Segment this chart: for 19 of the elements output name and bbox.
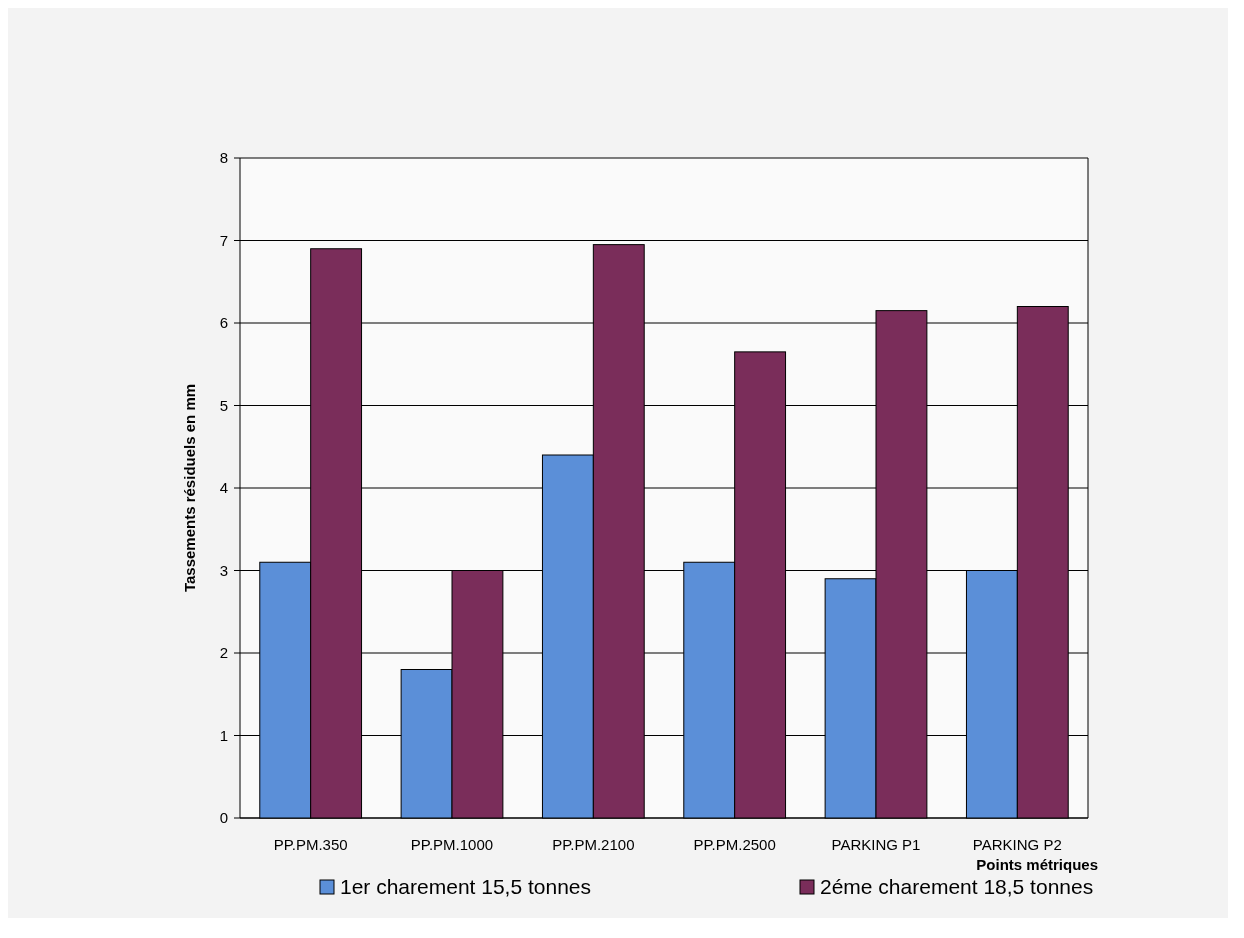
x-tick-label: PP.PM.1000 xyxy=(410,836,494,853)
y-tick-label: 0 xyxy=(219,809,228,827)
x-tick-label: PP.PM.350 xyxy=(273,836,348,853)
x-tick-label: PP.PM.2100 xyxy=(552,836,635,853)
x-tick-label: PARKING P1 xyxy=(831,836,921,853)
y-tick-label: 2 xyxy=(219,644,228,662)
y-tick-label: 5 xyxy=(219,396,228,414)
x-axis-title: Points métriques xyxy=(976,856,1098,873)
y-tick-label: 8 xyxy=(219,149,228,167)
y-tick-label: 7 xyxy=(219,231,228,249)
y-tick-label: 1 xyxy=(219,726,228,744)
y-tick-label: 4 xyxy=(219,479,228,497)
legend-label: 1er charement 15,5 tonnes xyxy=(340,875,591,898)
y-tick-label: 6 xyxy=(219,314,228,332)
y-tick-label: 3 xyxy=(219,561,228,579)
legend-label: 2éme charement 18,5 tonnes xyxy=(820,875,1094,898)
x-tick-label: PP.PM.2500 xyxy=(693,836,776,853)
y-axis-title: Tassements résiduels en mm xyxy=(181,383,198,593)
x-tick-label: PARKING P2 xyxy=(972,836,1062,853)
